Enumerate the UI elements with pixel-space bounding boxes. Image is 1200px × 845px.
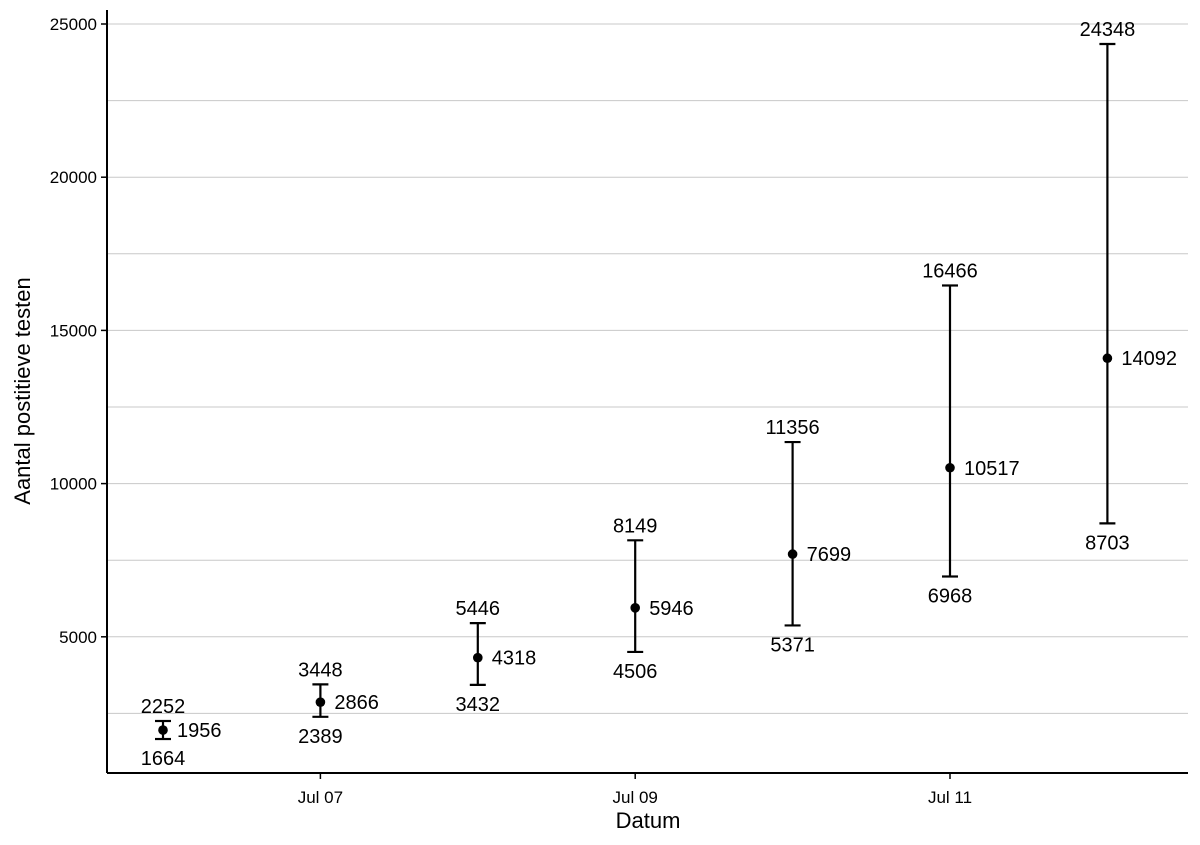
value-label: 14092: [1121, 348, 1177, 370]
lower-bound-label: 6968: [928, 586, 973, 608]
upper-bound-label: 2252: [141, 696, 186, 718]
upper-bound-label: 24348: [1080, 19, 1136, 41]
y-axis-ticks: 5000 10000 15000 20000 25000: [50, 15, 107, 647]
y-tick-label: 10000: [50, 475, 97, 494]
x-axis-ticks: Jul 07 Jul 09 Jul 11: [298, 773, 972, 807]
lower-bound-label: 4506: [613, 661, 658, 683]
value-label: 2866: [334, 692, 379, 714]
upper-bound-label: 5446: [456, 598, 501, 620]
data-point: [630, 603, 640, 613]
y-tick-label: 15000: [50, 321, 97, 340]
data-point: [1102, 353, 1113, 364]
x-tick-label: Jul 09: [613, 788, 658, 807]
lower-bound-label: 3432: [456, 694, 501, 716]
value-label: 5946: [649, 598, 694, 620]
value-label: 4318: [492, 648, 537, 670]
y-tick-label: 20000: [50, 168, 97, 187]
x-tick-label: Jul 11: [928, 788, 972, 807]
lower-bound-label: 5371: [770, 634, 815, 656]
grid-lines: [107, 23, 1188, 714]
value-label: 10517: [964, 458, 1020, 480]
x-axis-title: Datum: [616, 808, 681, 833]
upper-bound-label: 3448: [298, 659, 343, 681]
upper-bound-label: 11356: [766, 417, 820, 439]
y-tick-label: 5000: [59, 628, 97, 647]
lower-bound-label: 1664: [141, 748, 186, 770]
data-point: [473, 652, 483, 663]
data-point: [315, 697, 326, 707]
lower-bound-label: 8703: [1085, 532, 1130, 554]
y-tick-label: 25000: [50, 15, 97, 34]
upper-bound-label: 16466: [922, 260, 978, 282]
value-label: 7699: [807, 544, 852, 566]
y-axis-title: Aantal postitieve testen: [10, 277, 35, 504]
data-point: [945, 462, 955, 473]
upper-bound-label: 8149: [613, 515, 658, 537]
value-label: 1956: [177, 720, 222, 742]
lower-bound-label: 2389: [298, 726, 343, 748]
data-point: [787, 549, 798, 559]
data-marks: 2252 1664 1956 3448 2389 2866 5446 3432 4318 8149…: [141, 19, 1177, 770]
data-point: [158, 725, 168, 735]
x-tick-label: Jul 07: [298, 788, 343, 807]
